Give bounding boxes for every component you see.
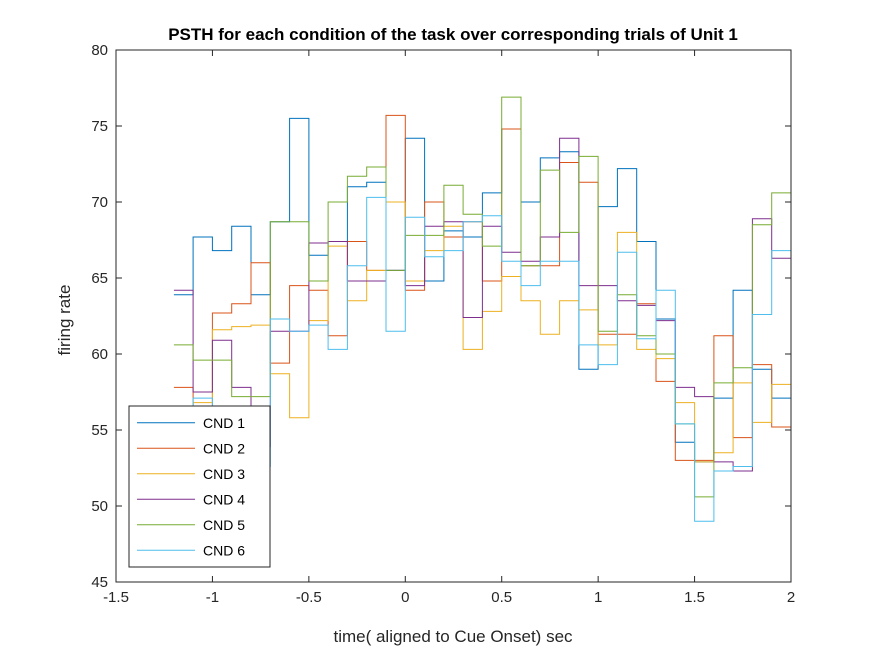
y-tick-label: 65 xyxy=(91,270,108,287)
x-tick-label: -1 xyxy=(206,589,219,606)
x-tick-label: 1 xyxy=(594,589,602,606)
x-axis-label: time( aligned to Cue Onset) sec xyxy=(333,627,573,646)
y-tick-label: 70 xyxy=(91,194,108,211)
legend-box xyxy=(128,405,271,568)
series-line-cnd-6 xyxy=(173,196,791,522)
y-tick-label: 55 xyxy=(91,422,108,439)
legend-entry-label: CND 6 xyxy=(203,542,245,558)
series-line-cnd-3 xyxy=(173,201,791,463)
series-layer xyxy=(173,96,791,522)
x-tick-label: 2 xyxy=(787,589,795,606)
legend: CND 1 CND 2 CND 3 CND 4 CND 5 CND 6 xyxy=(128,405,271,568)
y-tick-label: 80 xyxy=(91,42,108,59)
y-tick-label: 45 xyxy=(91,574,108,591)
y-tick-label: 60 xyxy=(91,346,108,363)
x-tick-label: 0 xyxy=(401,589,409,606)
legend-entry-label: CND 2 xyxy=(203,440,245,456)
legend-entry-label: CND 3 xyxy=(203,466,245,482)
y-tick-label: 75 xyxy=(91,118,108,135)
legend-entry-label: CND 1 xyxy=(203,415,245,431)
chart-title: PSTH for each condition of the task over… xyxy=(168,25,738,44)
x-tick-label: -0.5 xyxy=(296,589,322,606)
legend-entry-label: CND 5 xyxy=(203,517,245,533)
axes-frame xyxy=(115,49,792,583)
legend-entry-label: CND 4 xyxy=(203,491,245,507)
y-tick-label: 50 xyxy=(91,498,108,515)
x-tick-label: 0.5 xyxy=(491,589,512,606)
ticks-layer: -1.5 -1 -0.5 0 0.5 1 1.5 2 45 50 55 60 65 70 75 80 xyxy=(91,42,795,606)
x-tick-label: -1.5 xyxy=(103,589,129,606)
x-tick-label: 1.5 xyxy=(684,589,705,606)
y-axis-label: firing rate xyxy=(55,285,74,356)
